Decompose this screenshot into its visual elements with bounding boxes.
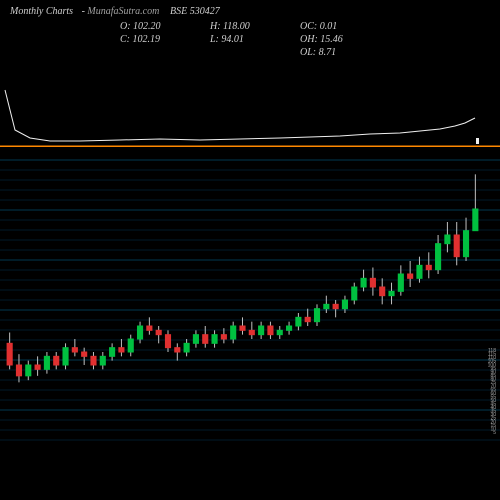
chart-container: Monthly Charts - MunafaSutra.com BSE 530… [0,0,500,500]
svg-text:5: 5 [493,430,496,436]
chart-svg: 1181151101051009590858075706560555045403… [0,0,500,500]
